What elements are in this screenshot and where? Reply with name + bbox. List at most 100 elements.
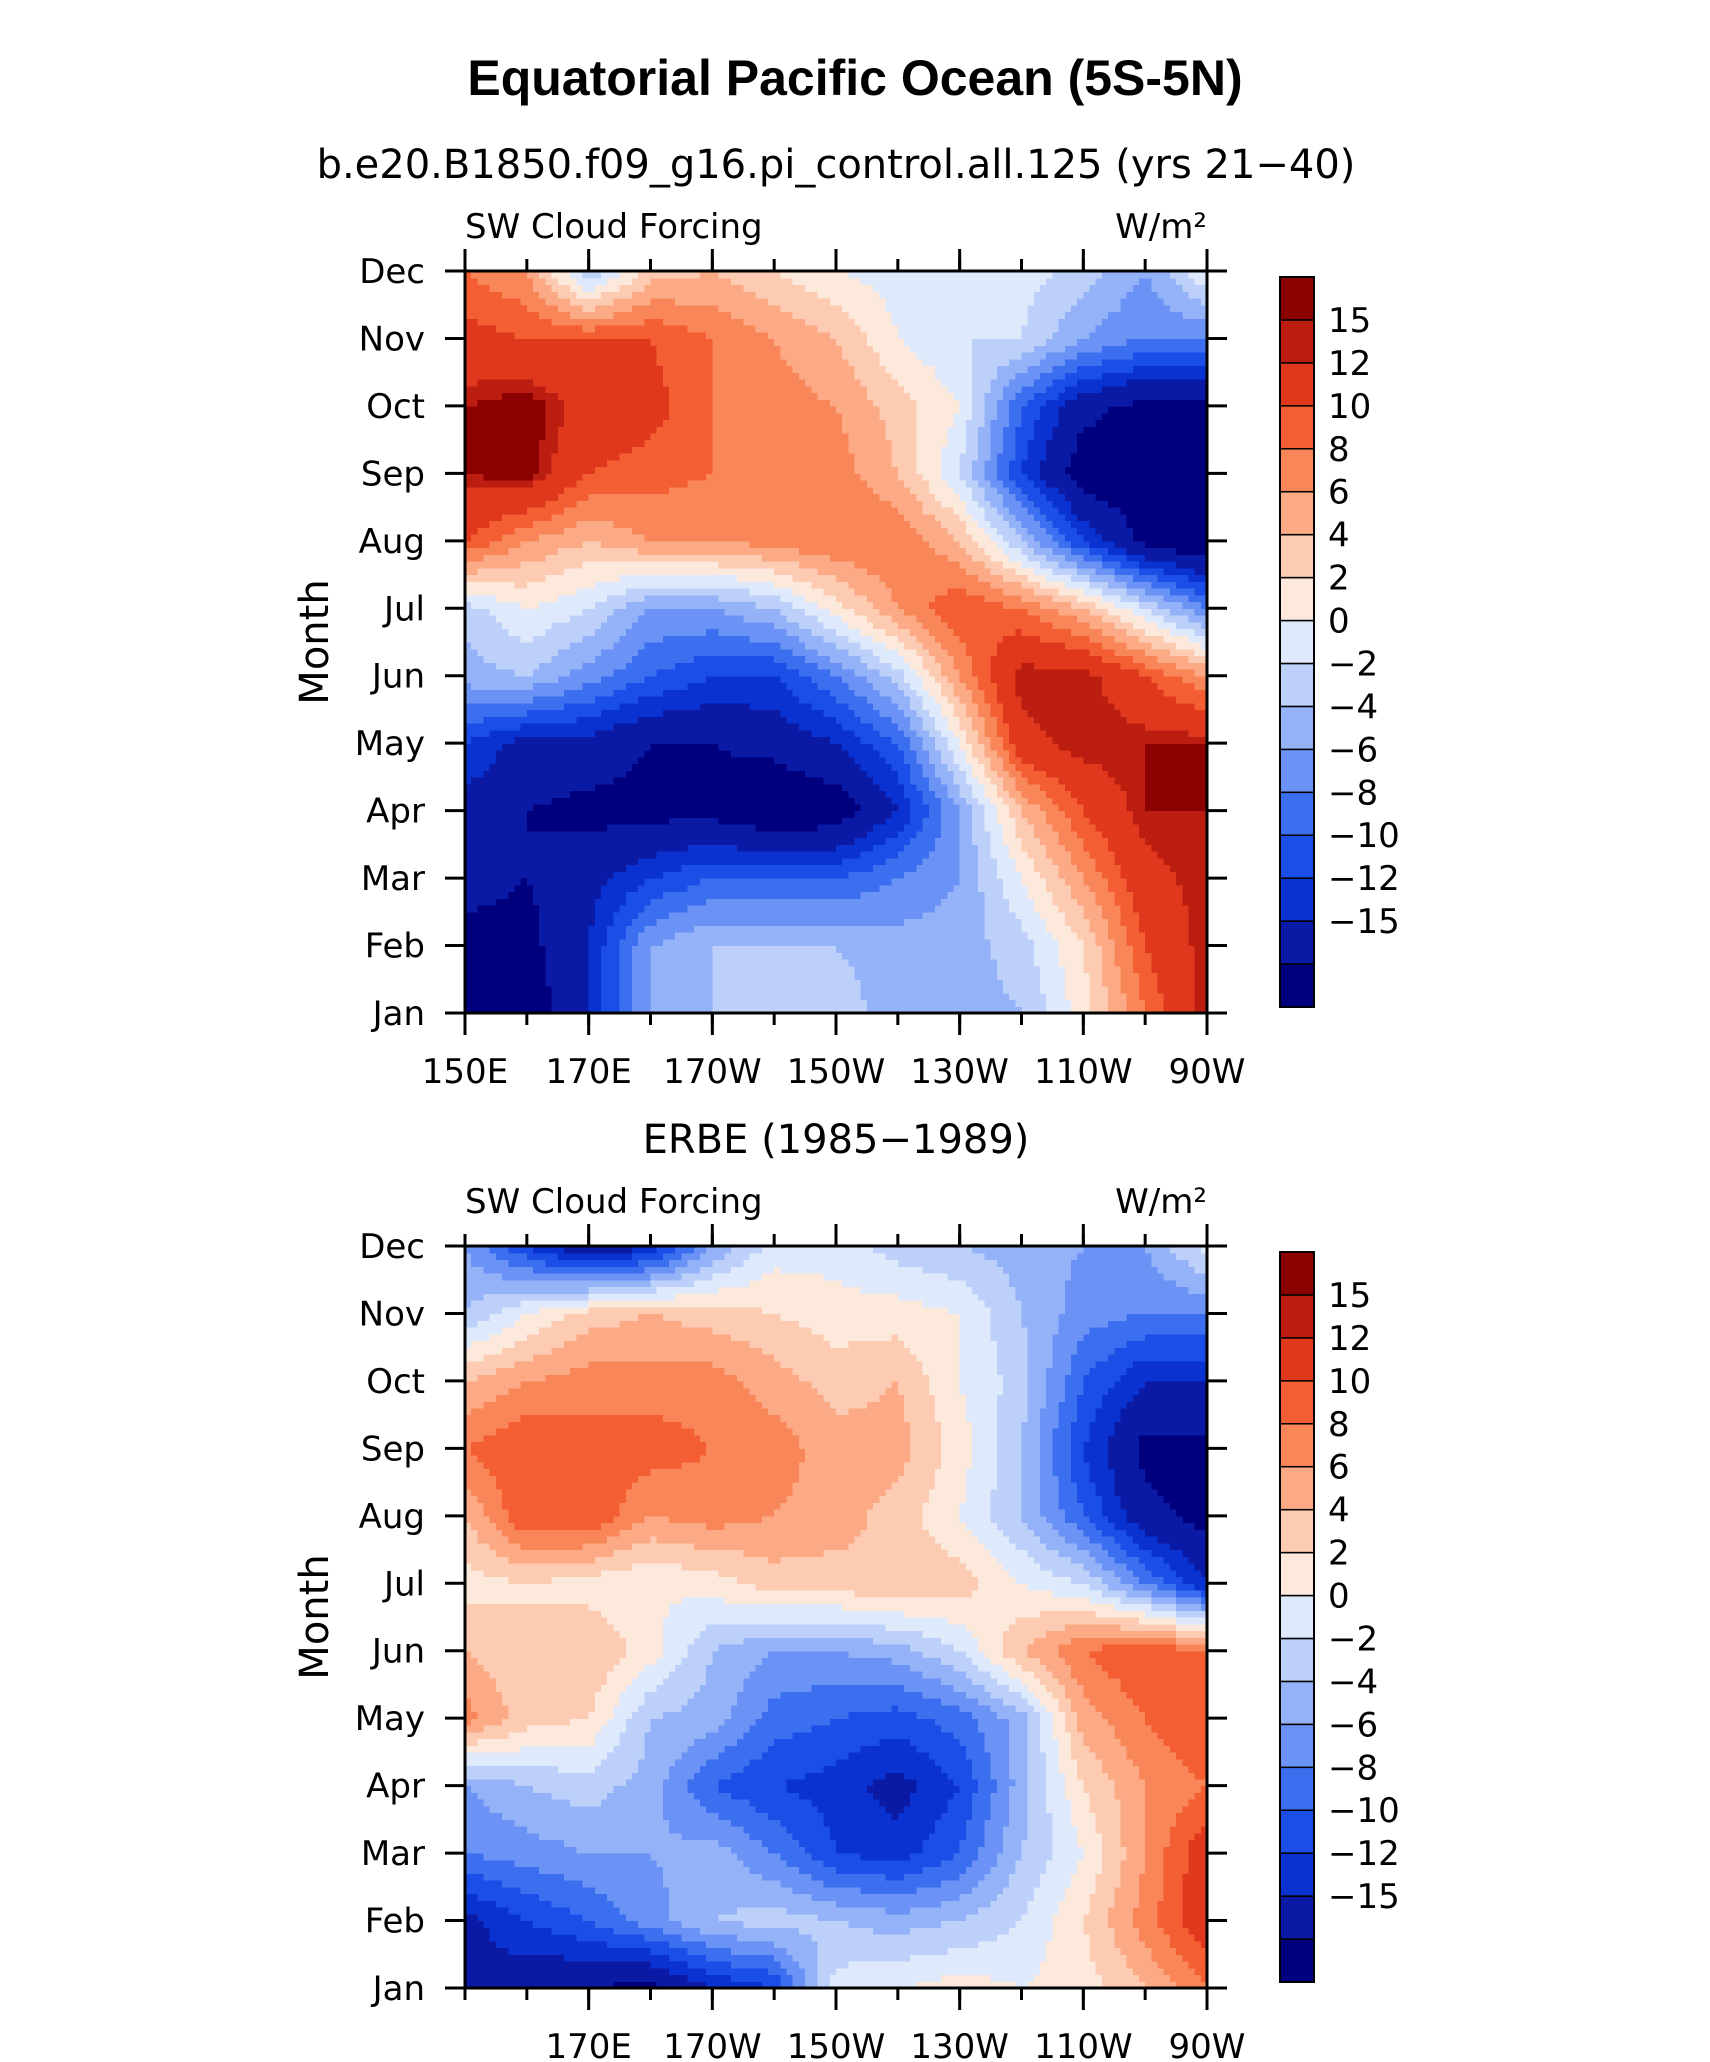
heatmap-cell — [552, 790, 559, 797]
heatmap-cell — [558, 966, 565, 973]
heatmap-cell — [1133, 973, 1140, 980]
heatmap-cell — [731, 892, 738, 899]
heatmap-cell — [799, 905, 806, 912]
heatmap-cell — [1151, 865, 1158, 872]
heatmap-cell — [1182, 905, 1189, 912]
heatmap-cell — [1071, 898, 1078, 905]
heatmap-cell — [793, 730, 800, 737]
heatmap-cell — [762, 770, 769, 777]
heatmap-cell — [706, 838, 713, 845]
heatmap-cell — [1127, 973, 1134, 980]
heatmap-cell — [916, 743, 923, 750]
heatmap-cell — [737, 784, 744, 791]
heatmap-cell — [1090, 790, 1097, 797]
heatmap-cell — [1071, 790, 1078, 797]
heatmap-cell — [1077, 811, 1084, 818]
heatmap-cell — [700, 925, 707, 932]
heatmap-cell — [787, 952, 794, 959]
heatmap-cell — [743, 905, 750, 912]
heatmap-cell — [923, 770, 930, 777]
heatmap-cell — [675, 932, 682, 939]
heatmap-cell — [1090, 817, 1097, 824]
heatmap-cell — [589, 858, 596, 865]
heatmap-cell — [842, 743, 849, 750]
heatmap-cell — [904, 919, 911, 926]
heatmap-cell — [688, 817, 695, 824]
heatmap-cell — [1071, 871, 1078, 878]
heatmap-cell — [651, 979, 658, 986]
heatmap-cell — [638, 777, 645, 784]
heatmap-cell — [496, 736, 503, 743]
heatmap-cell — [527, 784, 534, 791]
heatmap-cell — [774, 790, 781, 797]
heatmap-cell — [885, 824, 892, 831]
heatmap-cell — [1071, 885, 1078, 892]
heatmap-cell — [514, 865, 521, 872]
heatmap-cell — [521, 797, 528, 804]
heatmap-cell — [490, 750, 497, 757]
heatmap-cell — [638, 973, 645, 980]
heatmap-cell — [688, 905, 695, 912]
heatmap-cell — [824, 865, 831, 872]
heatmap-cell — [1034, 892, 1041, 899]
heatmap-cell — [1034, 824, 1041, 831]
heatmap-cell — [787, 838, 794, 845]
heatmap-cell — [972, 790, 979, 797]
heatmap-cell — [923, 790, 930, 797]
heatmap-cell — [539, 912, 546, 919]
heatmap-cell — [1071, 797, 1078, 804]
heatmap-cell — [508, 966, 515, 973]
heatmap-cell — [966, 932, 973, 939]
heatmap-cell — [1164, 851, 1171, 858]
heatmap-cell — [527, 844, 534, 851]
heatmap-cell — [1015, 770, 1022, 777]
heatmap-cell — [1052, 865, 1059, 872]
heatmap-cell — [1052, 844, 1059, 851]
heatmap-cell — [589, 797, 596, 804]
heatmap-cell — [1182, 912, 1189, 919]
heatmap-cell — [1071, 892, 1078, 899]
heatmap-cell — [855, 736, 862, 743]
heatmap-cell — [805, 871, 812, 878]
heatmap-cell — [929, 804, 936, 811]
heatmap-cell — [657, 736, 664, 743]
heatmap-cell — [725, 736, 732, 743]
heatmap-cell — [712, 811, 719, 818]
heatmap-cell — [743, 986, 750, 993]
heatmap-cell — [972, 750, 979, 757]
heatmap-cell — [1145, 892, 1152, 899]
heatmap-cell — [830, 790, 837, 797]
heatmap-cell — [484, 790, 491, 797]
heatmap-cell — [706, 824, 713, 831]
heatmap-cell — [879, 986, 886, 993]
heatmap-cell — [768, 838, 775, 845]
heatmap-cell — [1034, 871, 1041, 878]
heatmap-cell — [787, 858, 794, 865]
heatmap-cell — [626, 993, 633, 1000]
heatmap-cell — [552, 939, 559, 946]
heatmap-cell — [947, 763, 954, 770]
heatmap-cell — [1046, 871, 1053, 878]
heatmap-cell — [793, 925, 800, 932]
heatmap-cell — [675, 743, 682, 750]
heatmap-cell — [681, 932, 688, 939]
heatmap-cell — [929, 844, 936, 851]
heatmap-cell — [496, 939, 503, 946]
heatmap-cell — [1009, 905, 1016, 912]
heatmap-cell — [582, 986, 589, 993]
heatmap-cell — [966, 946, 973, 953]
heatmap-cell — [960, 919, 967, 926]
heatmap-cell — [688, 790, 695, 797]
heatmap-cell — [1182, 919, 1189, 926]
heatmap-cell — [1052, 763, 1059, 770]
heatmap-cell — [626, 973, 633, 980]
heatmap-cell — [805, 858, 812, 865]
heatmap-cell — [539, 959, 546, 966]
heatmap-cell — [749, 973, 756, 980]
heatmap-cell — [502, 851, 509, 858]
heatmap-cell — [657, 797, 664, 804]
heatmap-cell — [644, 973, 651, 980]
heatmap-cell — [700, 959, 707, 966]
heatmap-cell — [1003, 925, 1010, 932]
heatmap-cell — [873, 777, 880, 784]
